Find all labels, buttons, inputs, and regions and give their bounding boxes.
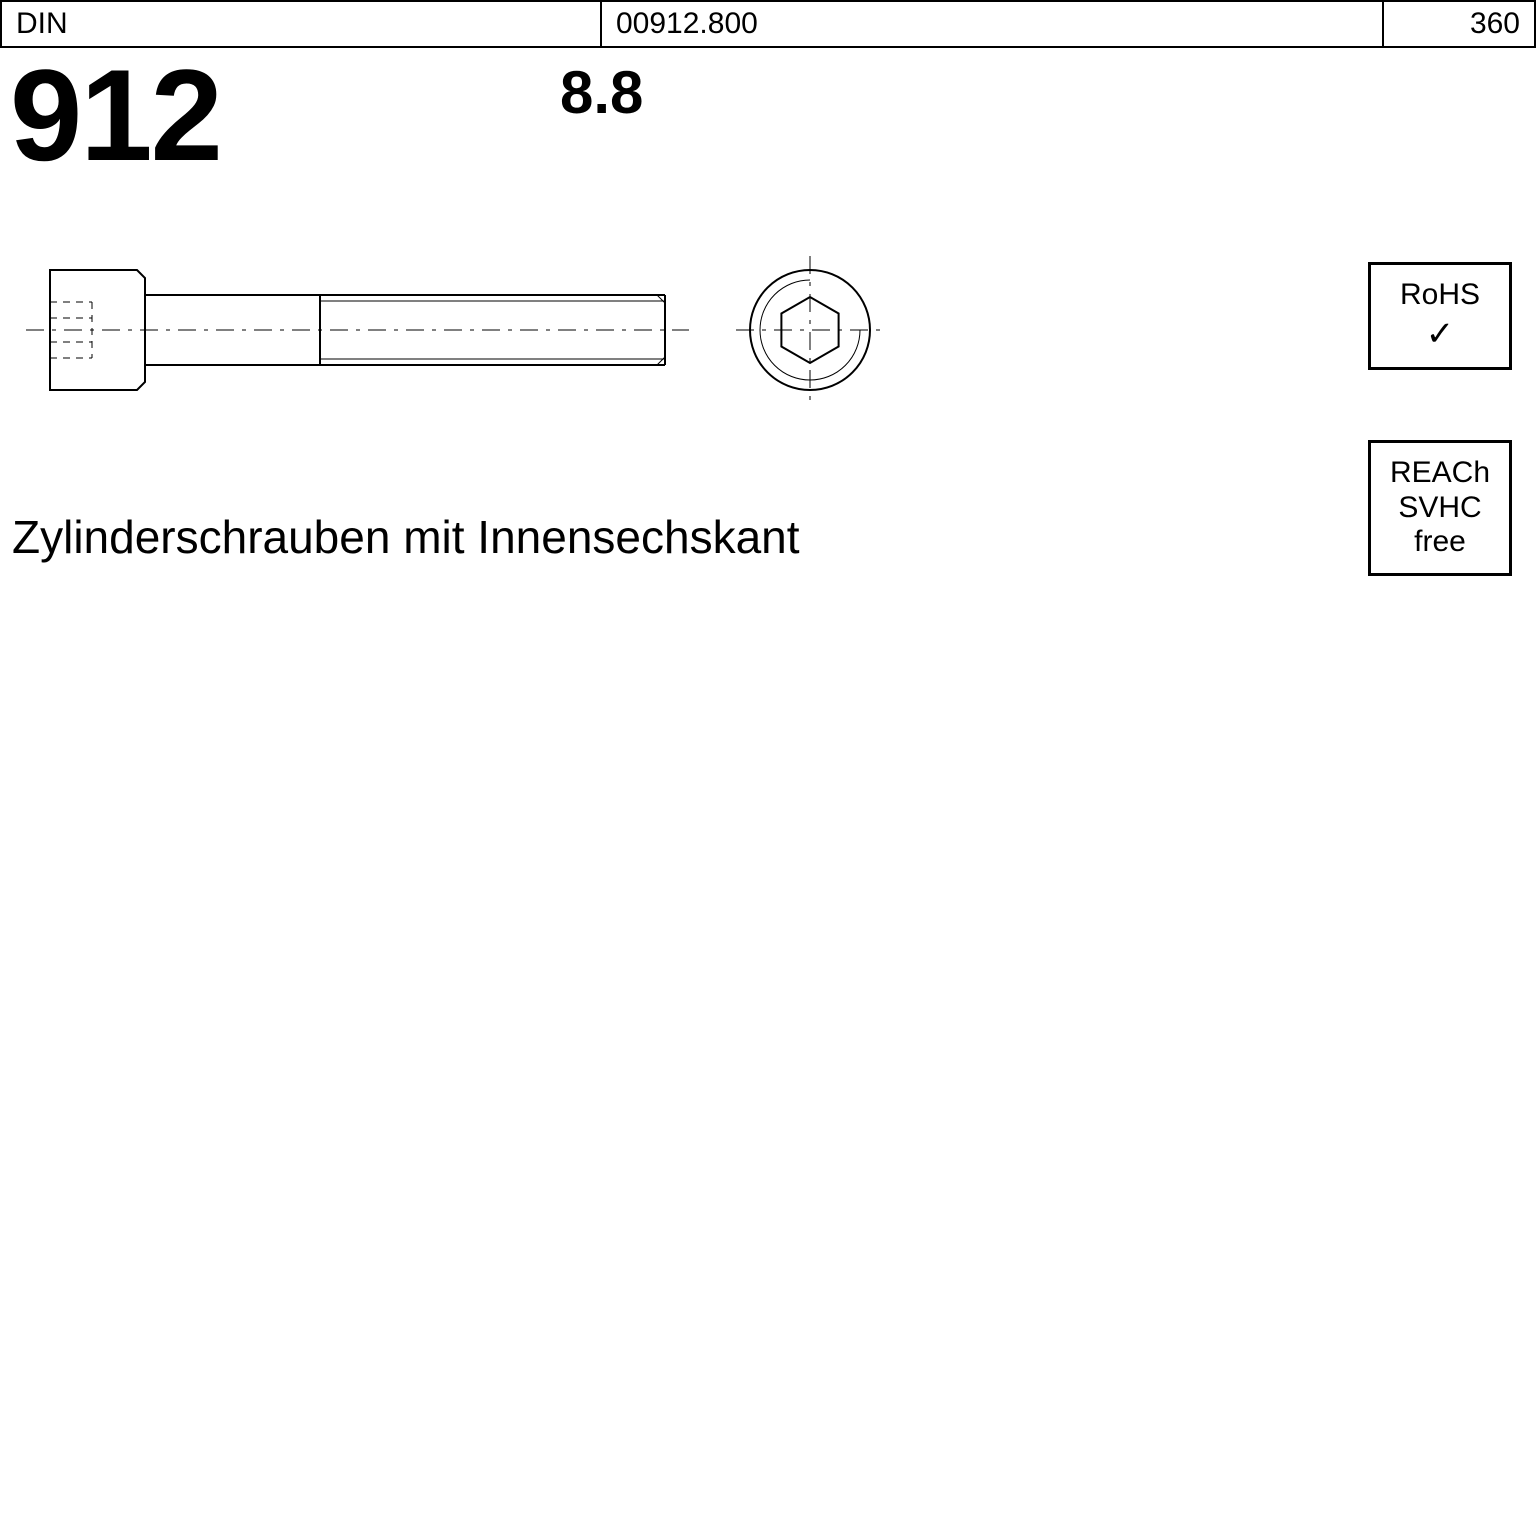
header-page: 360 (1384, 2, 1534, 46)
product-description: Zylinderschrauben mit Innensechskant (12, 510, 800, 564)
reach-line3: free (1414, 525, 1466, 560)
din-number: 912 (10, 40, 221, 190)
check-icon: ✓ (1426, 315, 1455, 354)
strength-grade: 8.8 (560, 58, 643, 127)
technical-drawing (20, 240, 920, 420)
reach-line1: REACh (1390, 456, 1490, 491)
reach-line2: SVHC (1398, 491, 1481, 526)
reach-badge: REACh SVHC free (1368, 440, 1512, 576)
header-code: 00912.800 (602, 2, 1384, 46)
title-row: 912 8.8 (0, 48, 1536, 178)
rohs-badge: RoHS ✓ (1368, 262, 1512, 370)
screw-drawing-svg (20, 240, 920, 420)
header-row: DIN 00912.800 360 (0, 0, 1536, 48)
rohs-label: RoHS (1400, 278, 1480, 313)
